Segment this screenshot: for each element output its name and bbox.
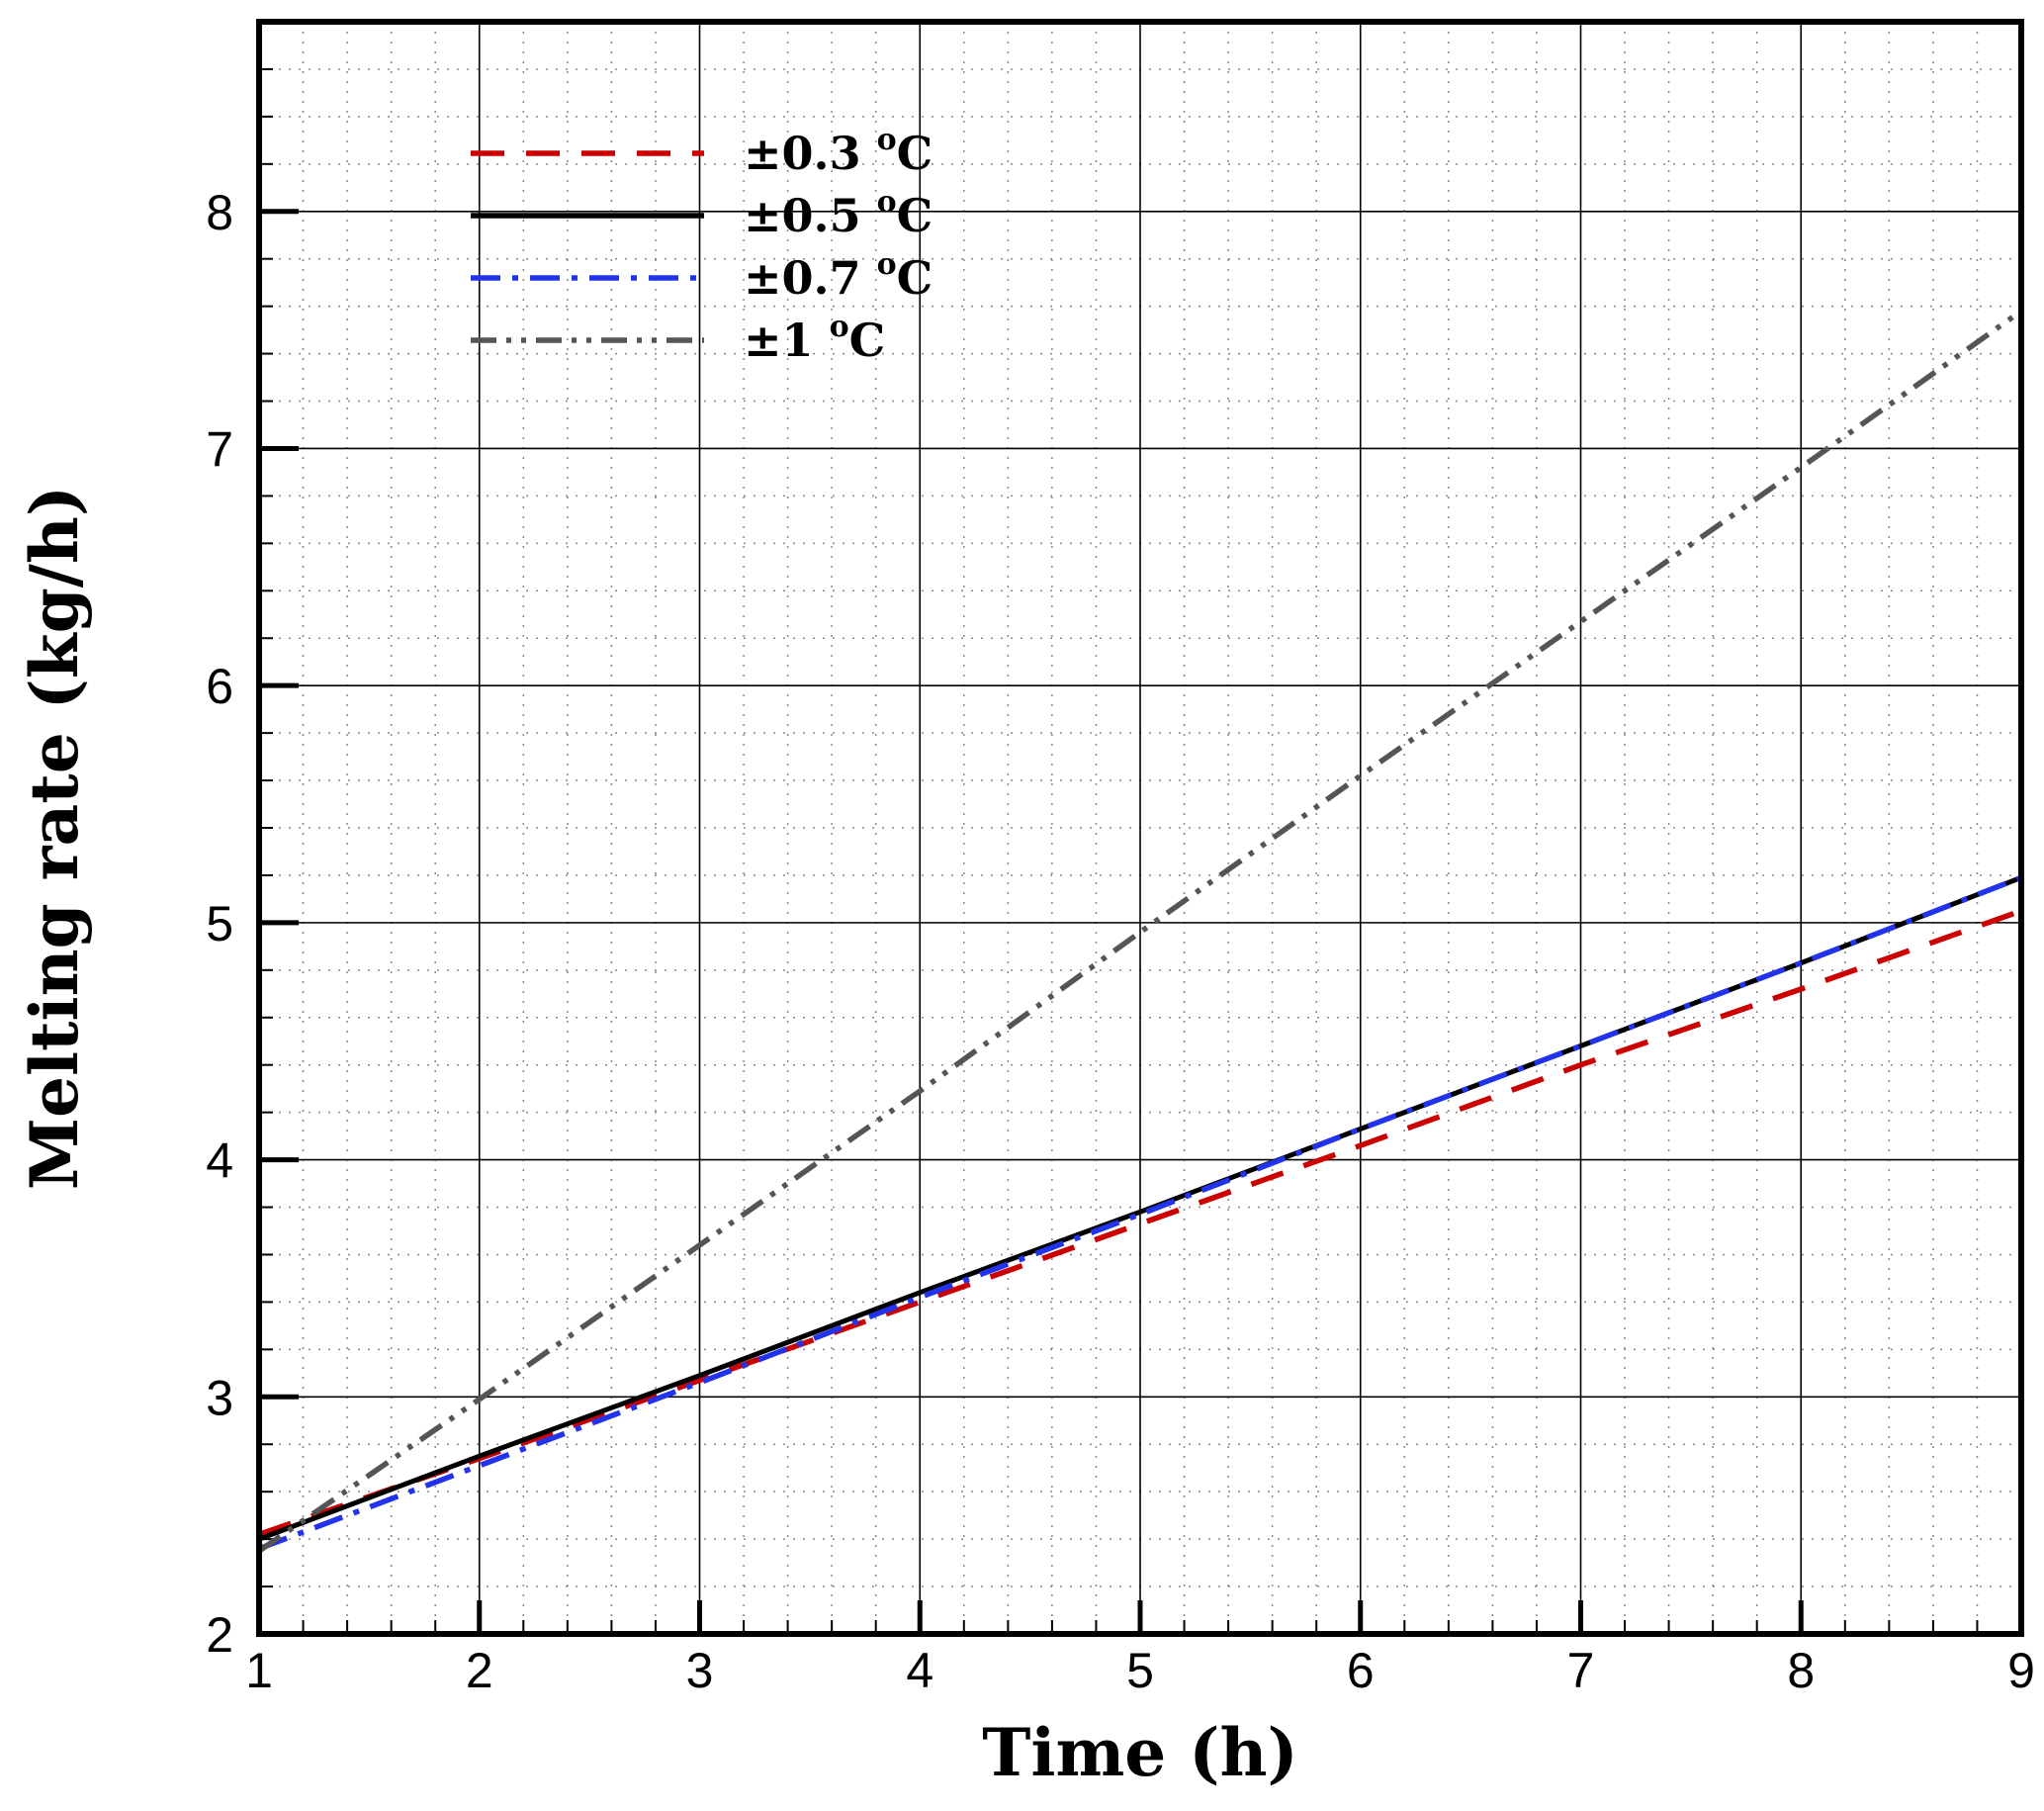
legend-label-2: ±0.7 oC <box>744 247 933 305</box>
x-tick-label: 8 <box>1787 1643 1815 1698</box>
plot-frame <box>256 19 2024 1637</box>
x-tick-labels: 1 2 3 4 5 6 7 8 9 <box>245 1643 2035 1698</box>
x-tick-label: 9 <box>2007 1643 2035 1698</box>
major-grid <box>258 22 2022 1635</box>
y-tick-label: 5 <box>206 896 233 951</box>
series-layer <box>257 309 2023 1554</box>
y-tick-label: 7 <box>206 421 233 477</box>
y-axis-title: Melting rate (kg/h) <box>16 486 93 1190</box>
series-line-2 <box>258 874 2022 1552</box>
y-tick-label: 3 <box>206 1370 233 1425</box>
x-tick-label: 4 <box>906 1643 933 1698</box>
y-tick-label: 6 <box>206 659 233 714</box>
legend-label-1: ±0.5 oC <box>744 185 933 242</box>
x-tick-label: 1 <box>245 1643 273 1698</box>
y-tick-label: 8 <box>206 185 233 240</box>
x-tick-label: 6 <box>1347 1643 1375 1698</box>
series-line-0 <box>258 908 2022 1537</box>
x-axis-title: Time (h) <box>982 1714 1297 1791</box>
legend: ±0.3 oC±0.5 oC±0.7 oC±1 oC <box>471 123 933 367</box>
y-tick-labels: 2 3 4 5 6 7 8 <box>206 185 233 1663</box>
x-tick-label: 3 <box>686 1643 714 1698</box>
y-tick-label: 2 <box>206 1607 233 1663</box>
x-tick-label: 7 <box>1567 1643 1595 1698</box>
x-tick-label: 5 <box>1126 1643 1154 1698</box>
legend-label-0: ±0.3 oC <box>744 123 933 180</box>
legend-label-3: ±1 oC <box>744 310 885 367</box>
x-tick-label: 2 <box>466 1643 493 1698</box>
y-tick-label: 4 <box>206 1133 233 1189</box>
